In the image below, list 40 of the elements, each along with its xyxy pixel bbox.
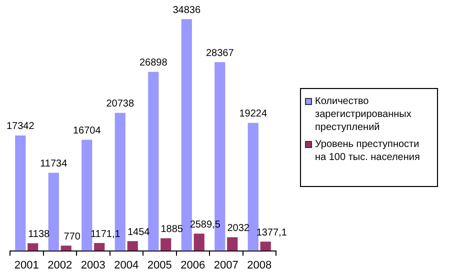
bar [94,243,105,251]
data-label: 2032 [227,223,250,234]
data-label: 28367 [206,48,234,59]
bar [127,241,138,251]
x-tick-label: 2005 [147,259,172,272]
data-label: 2589,5 [190,219,221,230]
x-tick-label: 2002 [48,259,72,272]
bar [227,237,238,251]
bar [194,234,204,251]
data-label: 26898 [139,58,168,69]
x-tick-label: 2006 [180,259,206,272]
x-tick-label: 2003 [80,259,106,272]
data-label: 770 [64,231,81,242]
data-label: 1377,1 [256,227,288,238]
data-label: 20738 [106,98,134,110]
data-label: 1885 [160,224,184,236]
bar [260,242,271,251]
data-label: 34836 [172,4,201,16]
bar [148,72,159,251]
x-tick-label: 2001 [14,259,39,272]
data-label: 1171,1 [90,228,121,240]
bar [28,243,38,251]
data-label: 1454 [127,226,150,238]
bar [48,172,59,251]
x-tick-label: 2007 [214,259,238,272]
bar [181,19,192,251]
data-label: 11734 [40,158,68,170]
bar [15,135,26,251]
bar [248,122,258,251]
bar [60,246,72,251]
data-label: 1138 [28,228,50,240]
data-label: 19224 [239,108,268,120]
bar [160,238,172,251]
legend-label: Количество зарегистрированных преступлений [315,95,412,134]
x-tick-label: 2004 [114,259,139,272]
legend-label: Уровень преступности на 100 тыс. населения [315,138,421,164]
data-label: 16704 [72,125,102,136]
data-label: 17342 [6,121,35,132]
x-tick-label: 2008 [247,259,272,272]
bar [82,140,92,251]
